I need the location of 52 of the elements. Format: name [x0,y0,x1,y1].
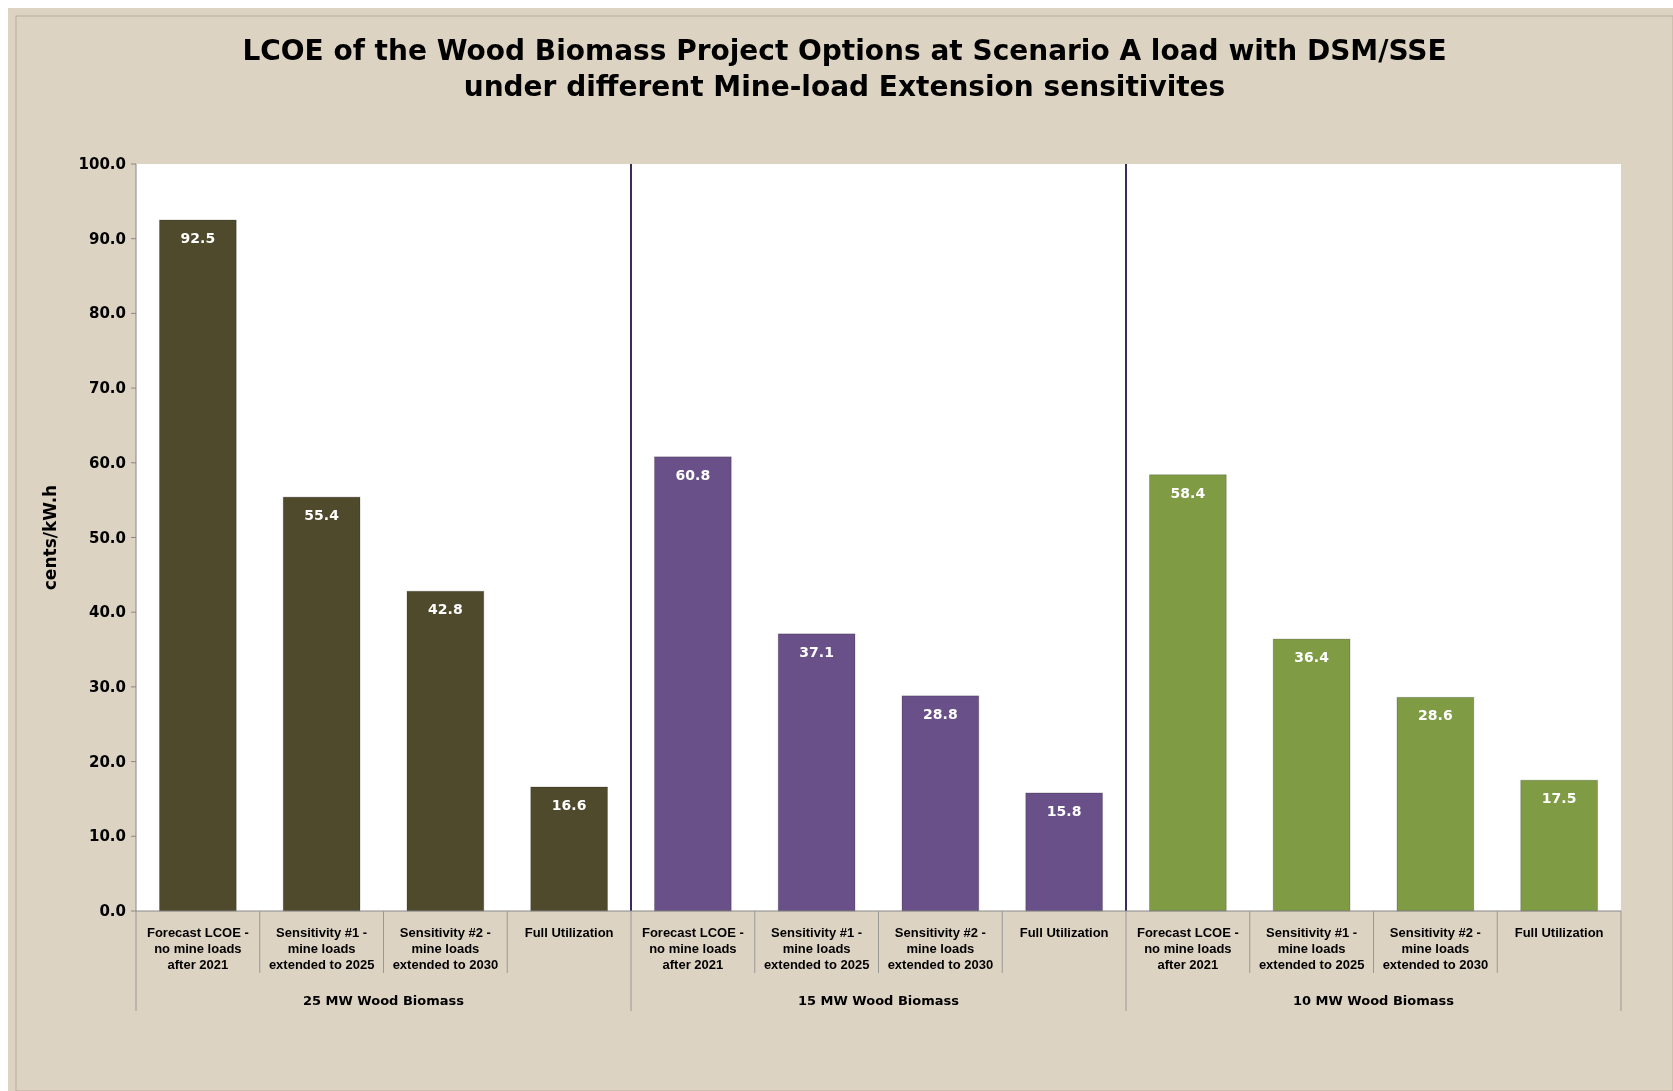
x-tick-label: Sensitivity #1 - mine loads extended to 2025 [763,925,870,972]
y-tick-label: 100.0 [78,155,126,173]
x-tick-label: Sensitivity #1 - mine loads extended to 2025 [268,925,375,972]
data-label: 55.4 [304,507,340,524]
data-label: 92.5 [180,230,216,247]
x-tick-label: Forecast LCOE - no mine loads after 2021 [146,925,249,972]
data-label: 60.8 [675,466,711,483]
data-label: 36.4 [1294,649,1330,666]
bar [1149,474,1227,912]
x-tick-label: Sensitivity #2 - mine loads extended to 2030 [1382,925,1489,972]
x-tick-label: Sensitivity #2 - mine loads extended to 2030 [887,925,994,972]
y-tick-label: 20.0 [88,752,126,771]
y-tick-label: 30.0 [88,677,126,696]
bar [530,786,608,912]
y-tick-label: 90.0 [88,229,126,248]
bar [282,496,361,912]
chart-title: LCOE of the Wood Biomass Project Options at Scenario A load with DSM/SSE under different Mine-load Extension sensitivites [242,34,1447,103]
x-tick-label: Forecast LCOE - no mine loads after 2021 [1136,925,1239,972]
y-tick-label: 0.0 [99,902,126,920]
x-tick-label: Sensitivity #2 - mine loads extended to 2030 [392,925,499,972]
bar [1396,696,1475,912]
data-label: 15.8 [1046,802,1082,819]
y-tick-label: 70.0 [88,379,126,398]
text: 10 MW Wood Biomass [1292,993,1455,1008]
bar [406,590,485,912]
bar [1025,792,1103,912]
data-label: 17.5 [1541,790,1577,807]
y-tick-label: 80.0 [88,304,126,323]
y-tick-label: 60.0 [88,453,126,472]
data-label: 16.6 [551,797,587,813]
data-label: 37.1 [799,643,834,660]
y-axis-title: cents/kW.h [40,484,60,591]
x-tick-label: Full Utilization [1019,925,1109,940]
bar [1272,638,1351,912]
data-label: 28.8 [923,705,958,722]
data-label: 42.8 [428,601,463,618]
bar [901,695,980,912]
bar [777,633,856,912]
x-tick-label: Forecast LCOE - no mine loads after 2021 [641,925,744,972]
bar [159,219,237,912]
y-tick-label: 50.0 [88,528,126,547]
x-tick-label: Full Utilization [1514,925,1604,940]
x-tick-label: Sensitivity #1 - mine loads extended to 2025 [1258,925,1365,972]
data-label: 28.6 [1418,707,1453,724]
text: 15 MW Wood Biomass [797,993,960,1008]
x-tick-label: Full Utilization [524,925,614,940]
bar [654,456,732,912]
data-label: 58.4 [1170,484,1206,501]
bar [1520,779,1598,912]
y-tick-label: 40.0 [88,603,126,622]
text: 25 MW Wood Biomass [302,993,465,1008]
y-tick-label: 10.0 [88,827,126,846]
